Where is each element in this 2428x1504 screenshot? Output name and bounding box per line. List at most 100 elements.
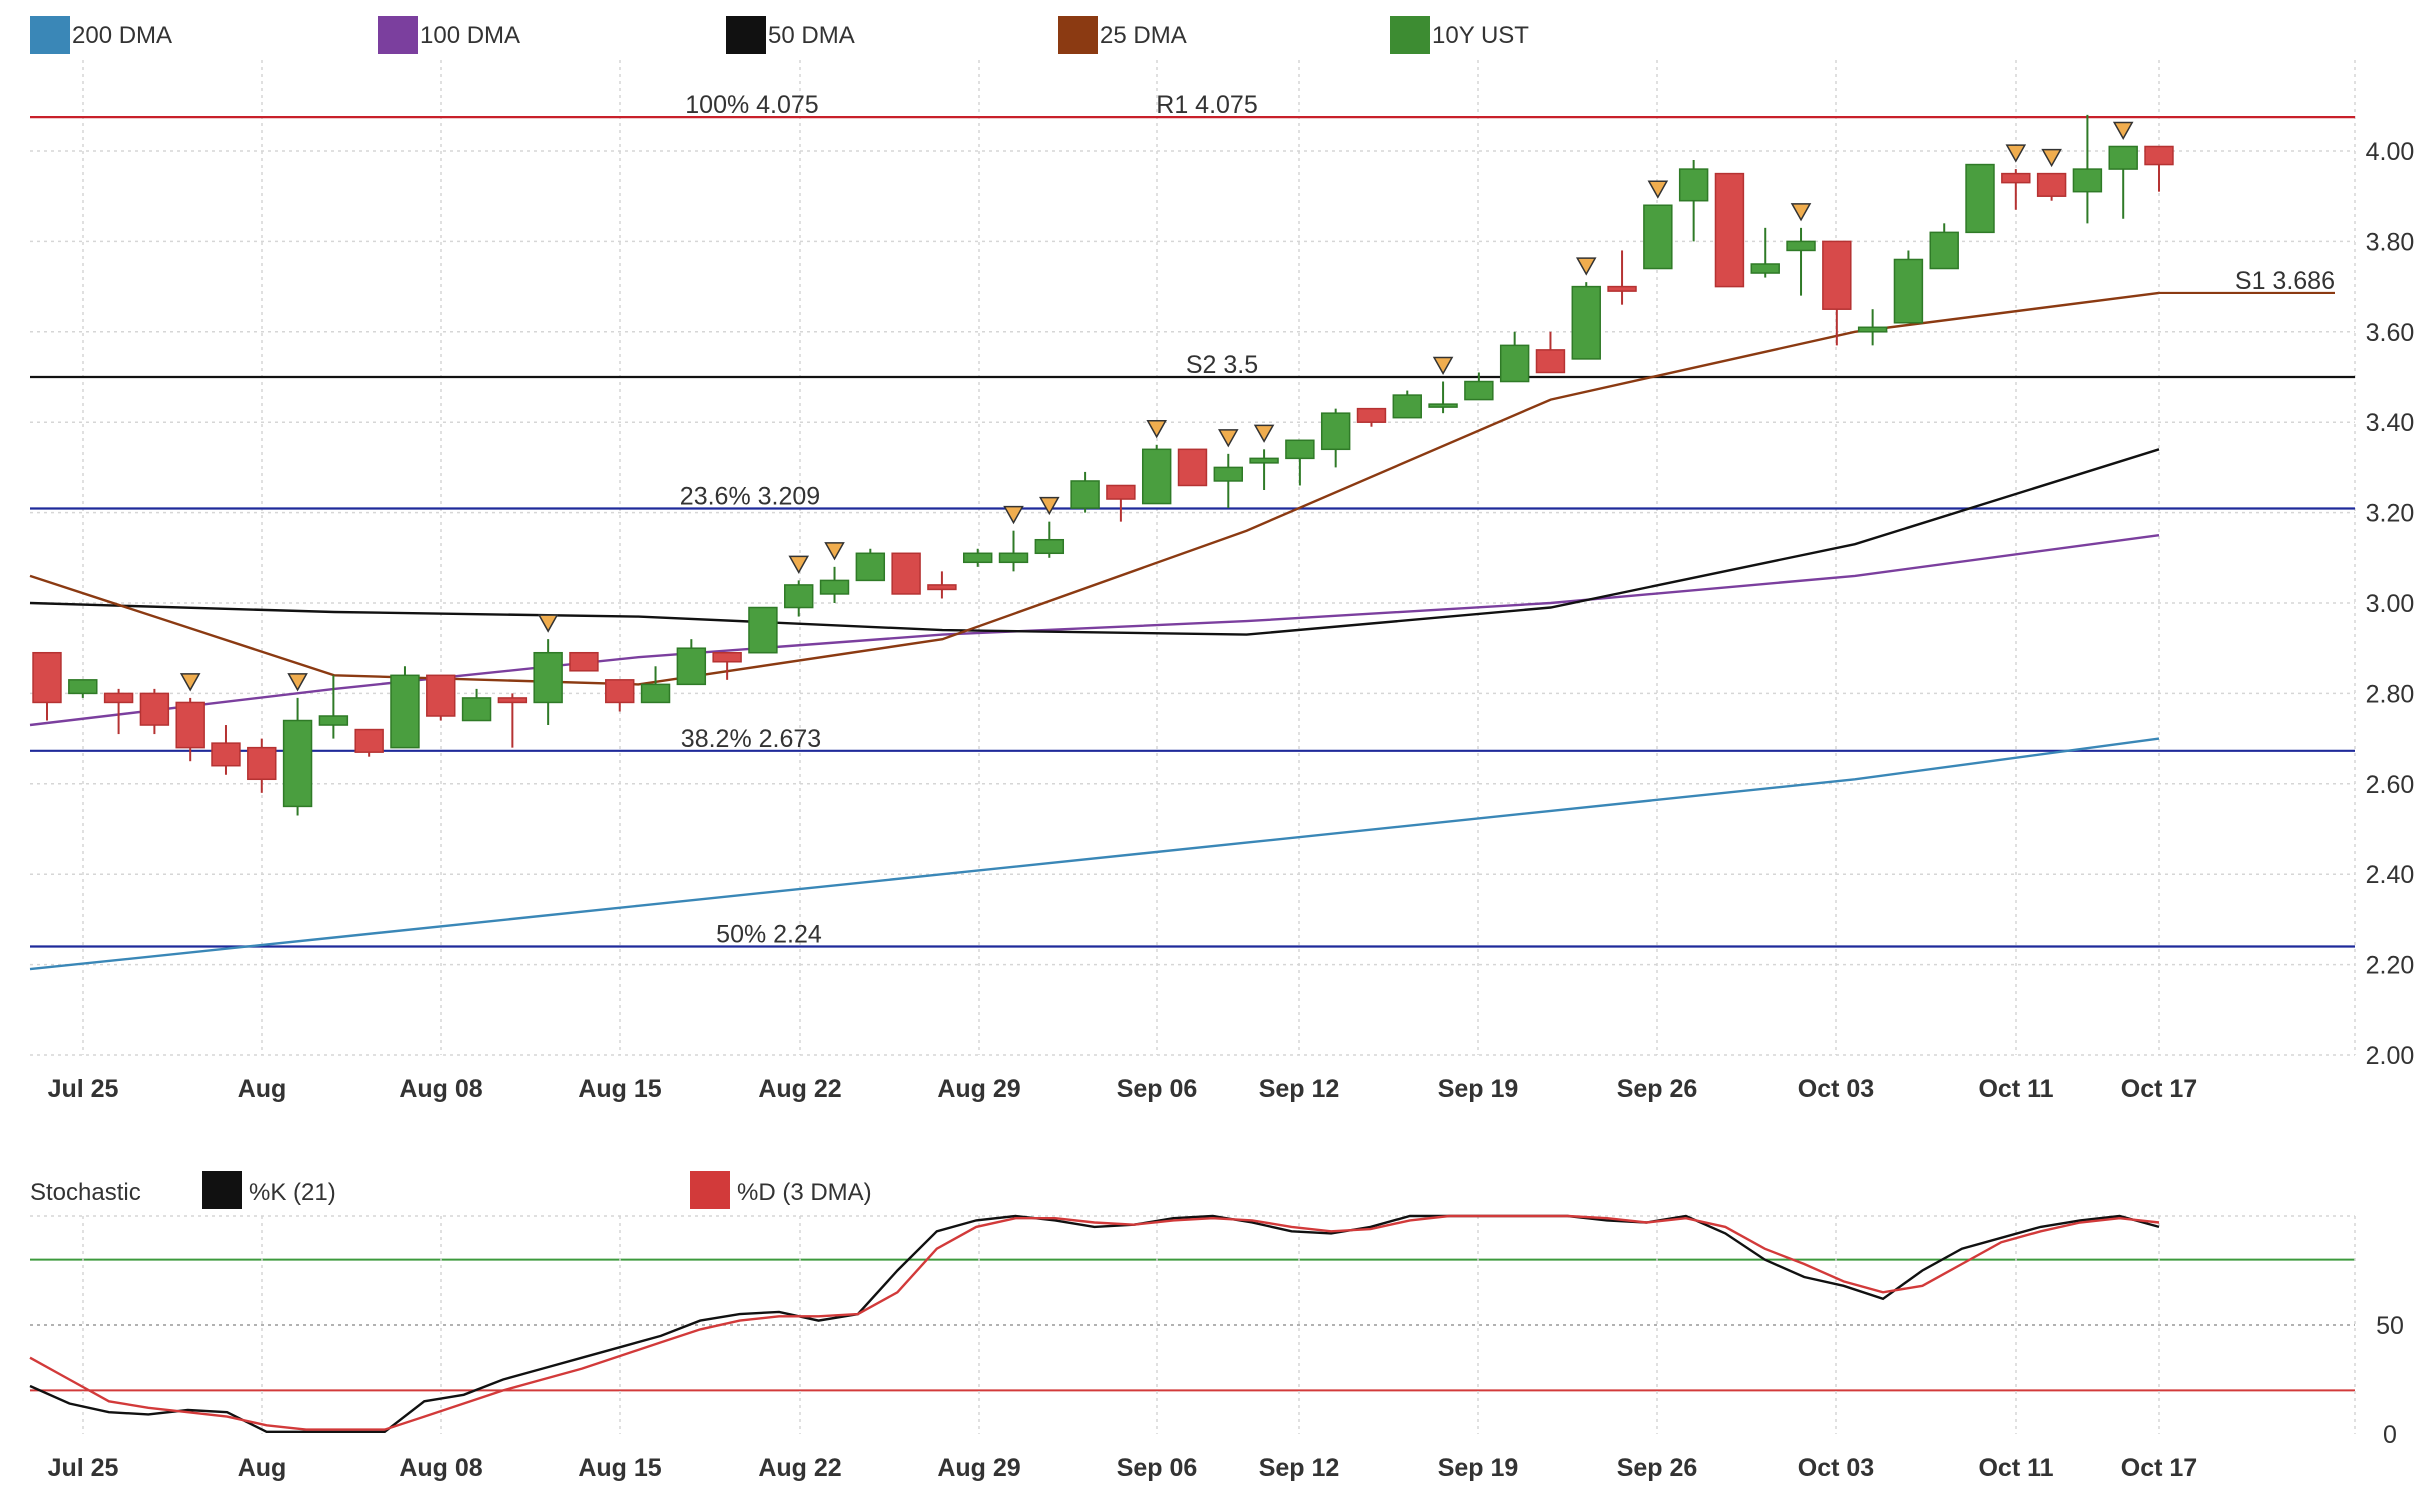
legend-label: 50 DMA [768,22,855,49]
candle-body [1965,163,1995,234]
candle-body [1392,394,1422,419]
candle-body [2108,145,2138,170]
signal-marker-icon [1039,496,1060,516]
candle-body [1356,407,1387,423]
candle-body [318,715,349,726]
legend-label: %K (21) [249,1179,336,1206]
candle-body [784,584,814,609]
candle-body [461,697,492,722]
candle-body [1177,448,1208,487]
x-tick-label: Sep 06 [1117,1075,1198,1103]
candle-body [390,674,420,749]
x-tick-label: Oct 17 [2121,1075,2197,1103]
signal-marker-icon [1253,424,1275,443]
x-tick-label: Sep 26 [1617,1075,1698,1103]
stochastic-series-line [29,1214,2160,1431]
legend-label: 25 DMA [1100,22,1187,49]
y-tick-label: 3.40 [2366,409,2415,437]
candle-body [2036,172,2067,197]
stochastic-series-line [29,1214,2160,1433]
y-tick-label: 2.40 [2366,861,2415,889]
legend-swatch [378,16,418,54]
x-tick-label: Sep 19 [1438,1454,1519,1482]
candle-body [1857,326,1888,333]
candle-body [282,719,313,808]
x-tick-label: Aug 22 [758,1075,841,1103]
candle-body [1285,439,1315,460]
candle-body [819,579,850,595]
x-tick-label: Aug [238,1454,287,1482]
candle-body [605,679,635,704]
signal-marker-icon [1432,356,1454,376]
candle-body [855,552,886,582]
y-tick-label: 3.60 [2366,319,2415,347]
y-tick-label: 2.80 [2366,680,2415,708]
candle-body [927,584,957,591]
level-label: R1 4.075 [1156,91,1257,119]
candle-body [1499,344,1530,383]
x-tick-label: Sep 12 [1259,1454,1340,1482]
x-tick-label: Oct 11 [1978,1454,2053,1482]
level-label: 100% 4.075 [685,91,818,119]
y-tick-label: 0 [2383,1421,2397,1449]
signal-marker-icon [2041,148,2062,168]
x-tick-label: Jul 25 [48,1075,119,1103]
candle-body [1535,349,1566,374]
candle-body [1750,263,1780,274]
level-label: S2 3.5 [1186,351,1258,379]
signal-marker-icon [1218,429,1239,448]
signal-marker-icon [1575,257,1597,276]
candle-body [1678,168,1709,202]
signal-marker-icon [537,614,559,633]
signal-marker-icon [287,673,308,692]
signal-marker-icon [1146,420,1167,439]
x-tick-label: Aug [238,1075,287,1103]
candle-body [1249,457,1279,464]
x-tick-label: Aug 15 [578,1075,661,1103]
legend-swatch [1390,16,1430,54]
candle-body [247,746,277,781]
signal-marker-icon [788,555,810,574]
x-tick-label: Aug 08 [399,1454,482,1482]
legend-label: 200 DMA [72,22,172,49]
x-tick-label: Oct 17 [2121,1454,2197,1482]
level-label: 23.6% 3.209 [680,483,820,511]
x-tick-label: Sep 26 [1617,1454,1698,1482]
y-tick-label: 3.00 [2366,590,2415,618]
candle-body [1428,403,1458,408]
candle-body [497,697,528,704]
legend-label: 10Y UST [1432,22,1529,49]
candle-body [1034,538,1065,555]
x-tick-label: Oct 11 [1978,1075,2053,1103]
signal-marker-icon [179,673,201,692]
candle-body [1786,240,1816,252]
candle-body [68,679,98,695]
candle-body [1106,484,1136,500]
x-tick-label: Aug 22 [758,1454,841,1482]
candle-body [569,651,599,672]
signal-marker-icon [2112,121,2134,141]
signal-marker-icon [824,542,845,561]
candle-body [1320,412,1351,451]
candle-body [891,552,921,595]
x-tick-label: Aug 15 [578,1454,661,1482]
legend-swatch [690,1171,730,1209]
x-tick-label: Aug 08 [399,1075,482,1103]
y-tick-label: 4.00 [2366,138,2415,166]
signal-marker-icon [2005,144,2027,163]
candle-body [1141,448,1172,505]
candle-body [1714,172,1745,288]
candle-body [2144,145,2174,166]
legend-swatch [30,16,70,54]
candle-body [426,674,456,717]
level-label: 38.2% 2.673 [681,725,821,753]
candle-body [1929,231,1959,270]
legend-swatch [1058,16,1098,54]
candle-body [139,692,170,726]
legend-swatch [726,16,766,54]
y-tick-label: 2.60 [2366,771,2415,799]
y-tick-label: 2.00 [2366,1042,2415,1070]
candle-body [1070,480,1100,509]
legend-swatch [202,1171,242,1209]
candle-body [211,742,241,767]
